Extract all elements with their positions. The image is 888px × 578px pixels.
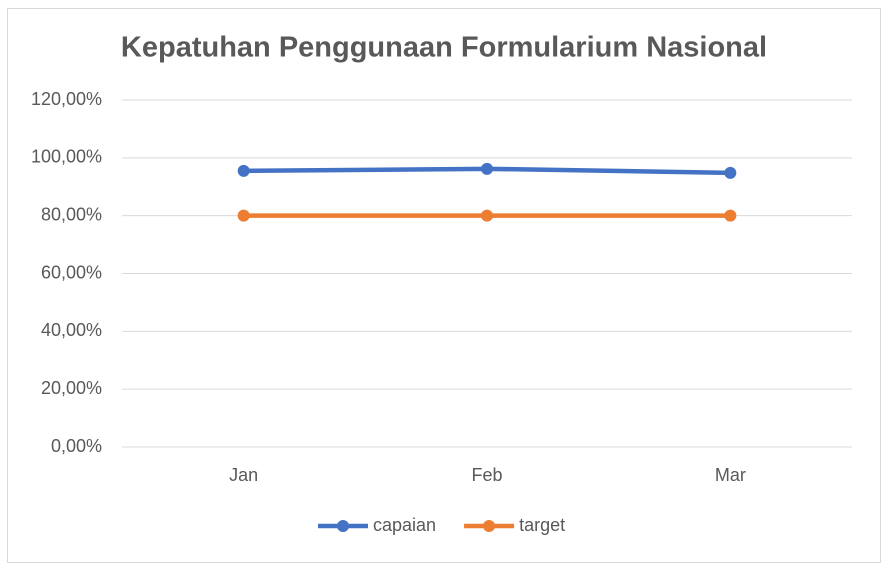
x-tick-label: Mar bbox=[715, 465, 746, 485]
data-point bbox=[481, 209, 493, 222]
data-point bbox=[237, 209, 250, 222]
y-tick-label: 0,00% bbox=[51, 436, 102, 456]
data-point bbox=[237, 164, 250, 177]
y-tick-label: 40,00% bbox=[41, 320, 102, 340]
data-point bbox=[724, 166, 737, 179]
y-tick-label: 100,00% bbox=[31, 147, 102, 167]
y-tick-label: 120,00% bbox=[31, 89, 102, 109]
data-point bbox=[481, 162, 493, 175]
legend-label: target bbox=[519, 515, 565, 535]
x-tick-label: Jan bbox=[229, 465, 258, 485]
y-tick-label: 20,00% bbox=[41, 378, 102, 398]
y-tick-label: 80,00% bbox=[41, 204, 102, 224]
y-tick-label: 60,00% bbox=[41, 262, 102, 282]
chart-title: Kepatuhan Penggunaan Formularium Nasiona… bbox=[121, 32, 767, 64]
legend-label: capaian bbox=[373, 515, 436, 535]
x-tick-label: Feb bbox=[471, 465, 502, 485]
legend-marker bbox=[337, 520, 349, 532]
chart-border bbox=[7, 8, 881, 563]
legend-marker bbox=[483, 520, 496, 532]
data-point bbox=[724, 209, 737, 222]
